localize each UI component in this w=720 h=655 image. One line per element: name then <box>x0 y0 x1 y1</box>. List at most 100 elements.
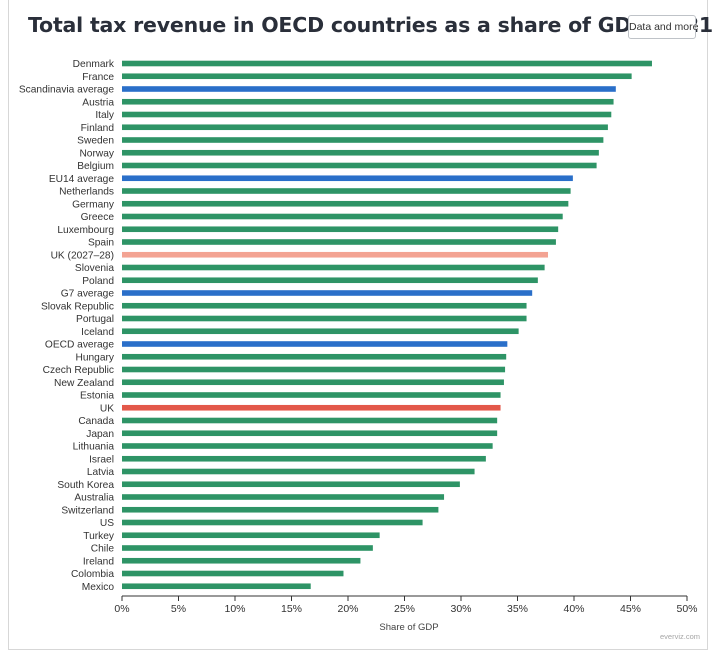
category-label: Austria <box>82 97 114 108</box>
bar-japan[interactable] <box>122 430 498 437</box>
bar-new-zealand[interactable] <box>122 379 504 386</box>
category-label: Latvia <box>87 467 115 478</box>
bar-belgium[interactable] <box>122 162 597 169</box>
bar-g7-average[interactable] <box>122 290 533 296</box>
bar-south-korea[interactable] <box>122 481 460 488</box>
category-label: Chile <box>91 544 115 555</box>
x-tick-label: 30% <box>450 603 471 615</box>
x-tick-label: 0% <box>114 603 129 615</box>
bar-latvia[interactable] <box>122 468 475 475</box>
category-label: Hungary <box>75 352 114 363</box>
category-label: Canada <box>78 416 114 427</box>
bar-us[interactable] <box>122 519 423 526</box>
category-label: South Korea <box>57 480 114 491</box>
category-label: G7 average <box>61 289 115 300</box>
bar-luxembourg[interactable] <box>122 226 559 233</box>
x-tick-label: 45% <box>620 603 641 615</box>
chart-title: Total tax revenue in OECD countries as a… <box>28 13 713 37</box>
bar-oecd-average[interactable] <box>122 341 508 347</box>
bar-netherlands[interactable] <box>122 188 571 194</box>
bar-germany[interactable] <box>122 200 569 207</box>
category-label: New Zealand <box>54 378 114 389</box>
footer-credit: everviz.com <box>660 632 701 641</box>
bar-ireland[interactable] <box>122 557 361 564</box>
bars-layer <box>122 60 652 590</box>
category-label: Belgium <box>77 161 114 172</box>
bar-estonia[interactable] <box>122 392 501 398</box>
category-label: Finland <box>81 123 115 134</box>
x-tick-label: 25% <box>394 603 415 615</box>
bar-norway[interactable] <box>122 149 599 156</box>
category-label: Poland <box>82 276 114 287</box>
bar-australia[interactable] <box>122 494 445 500</box>
category-label: Israel <box>89 454 114 465</box>
bar-mexico[interactable] <box>122 583 311 590</box>
bar-portugal[interactable] <box>122 315 527 322</box>
category-label: Japan <box>86 429 114 440</box>
bar-czech-republic[interactable] <box>122 366 506 373</box>
category-label: Netherlands <box>59 187 114 198</box>
bar-lithuania[interactable] <box>122 443 493 449</box>
bar-switzerland[interactable] <box>122 506 439 513</box>
bar-slovenia[interactable] <box>122 264 545 271</box>
category-label: Australia <box>74 493 114 504</box>
category-label: Colombia <box>71 569 114 580</box>
bar-scandinavia-average[interactable] <box>122 86 616 92</box>
category-label: Lithuania <box>73 442 115 453</box>
bar-uk[interactable] <box>122 404 501 411</box>
bar-canada[interactable] <box>122 417 498 424</box>
category-label: Germany <box>72 199 115 210</box>
bar-slovak-republic[interactable] <box>122 302 527 309</box>
category-label: Portugal <box>76 314 114 325</box>
bar-iceland[interactable] <box>122 328 519 335</box>
category-label: Italy <box>95 110 115 121</box>
x-tick-label: 5% <box>171 603 186 615</box>
category-label: France <box>82 72 114 83</box>
bar-denmark[interactable] <box>122 60 652 67</box>
bar-colombia[interactable] <box>122 570 344 577</box>
bar-austria[interactable] <box>122 98 614 105</box>
x-tick-label: 10% <box>224 603 245 615</box>
bar-uk-2027-28[interactable] <box>122 251 549 258</box>
bar-chile[interactable] <box>122 545 373 551</box>
category-label: Turkey <box>83 531 115 542</box>
bar-sweden[interactable] <box>122 137 604 143</box>
category-label: Czech Republic <box>43 365 114 376</box>
category-label: Sweden <box>77 136 114 147</box>
category-label: Spain <box>88 238 114 249</box>
bar-greece[interactable] <box>122 213 563 220</box>
bar-spain[interactable] <box>122 239 556 245</box>
category-label: Scandinavia average <box>19 85 114 96</box>
x-axis-ticks: 0% 5% 10% 15% 20% 25% 30% 35% 40% 45% 50% <box>114 596 698 615</box>
category-label: Slovak Republic <box>41 301 114 312</box>
x-tick-label: 35% <box>507 603 528 615</box>
category-label: Iceland <box>81 327 114 338</box>
bar-eu14-average[interactable] <box>122 175 573 182</box>
x-tick-label: 40% <box>563 603 584 615</box>
bar-poland[interactable] <box>122 277 538 284</box>
bar-turkey[interactable] <box>122 532 380 539</box>
x-tick-label: 50% <box>676 603 697 615</box>
category-label: UK (2027–28) <box>51 250 114 261</box>
bar-israel[interactable] <box>122 455 486 462</box>
category-label: Denmark <box>73 59 115 70</box>
category-label: UK <box>100 403 114 414</box>
bar-italy[interactable] <box>122 111 612 118</box>
category-label: US <box>100 518 114 529</box>
x-axis-label: Share of GDP <box>379 622 438 633</box>
category-label: Ireland <box>83 556 114 567</box>
bar-finland[interactable] <box>122 124 608 131</box>
bar-hungary[interactable] <box>122 353 507 360</box>
category-label: EU14 average <box>49 174 114 185</box>
category-label: Greece <box>81 212 115 223</box>
category-label: Switzerland <box>61 505 114 516</box>
category-label: OECD average <box>45 340 114 351</box>
category-label: Luxembourg <box>57 225 114 236</box>
bar-france[interactable] <box>122 73 632 80</box>
x-tick-label: 15% <box>281 603 302 615</box>
category-label: Slovenia <box>75 263 114 274</box>
data-and-more-button[interactable]: Data and more <box>628 15 698 39</box>
category-label: Mexico <box>82 582 115 593</box>
